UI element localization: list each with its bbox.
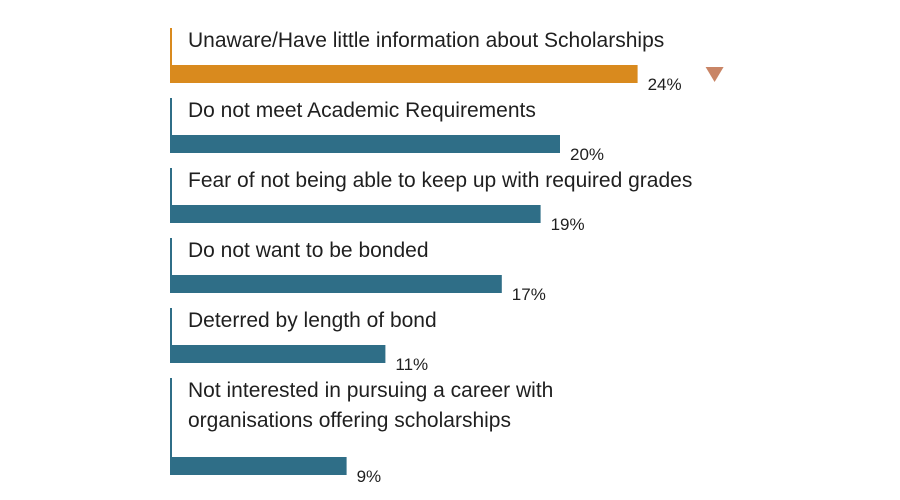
bar xyxy=(172,205,541,223)
category-label: Do not want to be bonded xyxy=(188,239,429,262)
bar xyxy=(172,65,638,83)
bar xyxy=(172,135,560,153)
category-label: organisations offering scholarships xyxy=(188,409,511,432)
down-triangle-icon xyxy=(705,67,724,82)
category-label: Deterred by length of bond xyxy=(188,309,437,332)
category-label: Not interested in pursuing a career with xyxy=(188,379,553,402)
category-label: Unaware/Have little information about Sc… xyxy=(188,29,664,52)
axis-rule xyxy=(170,98,172,153)
value-label: 19% xyxy=(551,215,585,234)
axis-rule xyxy=(170,28,172,83)
value-label: 20% xyxy=(570,145,604,164)
bar xyxy=(172,275,502,293)
axis-rule xyxy=(170,168,172,223)
value-label: 24% xyxy=(648,75,682,94)
axis-rule xyxy=(170,238,172,293)
axis-rule xyxy=(170,378,172,475)
value-label: 17% xyxy=(512,285,546,304)
category-label: Fear of not being able to keep up with r… xyxy=(188,169,692,192)
value-label: 11% xyxy=(395,355,428,374)
bar xyxy=(172,457,347,475)
value-label: 9% xyxy=(357,467,382,486)
bar xyxy=(172,345,386,363)
axis-rule xyxy=(170,308,172,363)
category-label: Do not meet Academic Requirements xyxy=(188,99,536,122)
